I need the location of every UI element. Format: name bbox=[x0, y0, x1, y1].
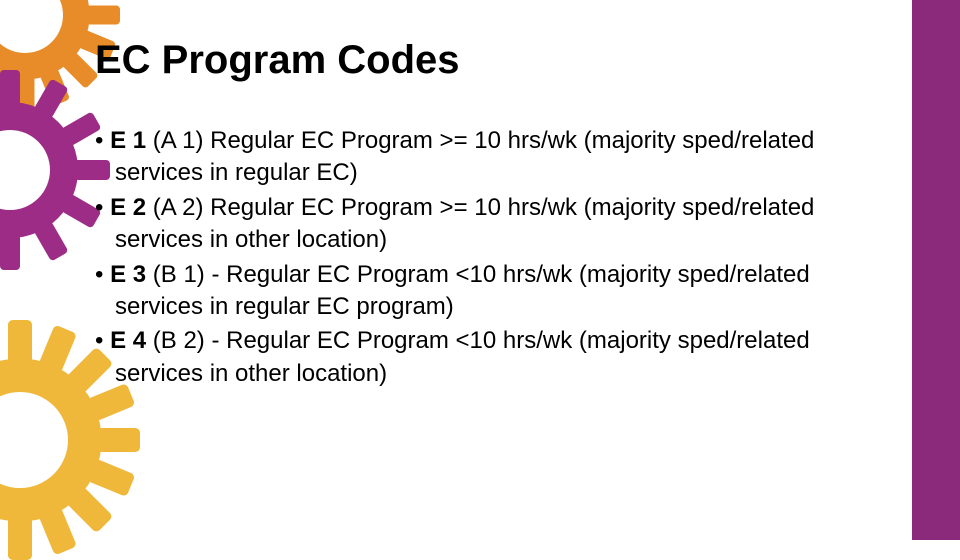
bullet-text: (B 2) - Regular EC Program <10 hrs/wk (m… bbox=[115, 327, 810, 386]
slide-content: EC Program Codes • E 1 (A 1) Regular EC … bbox=[95, 38, 855, 392]
gear-purple-icon bbox=[0, 70, 110, 270]
bullet-item: • E 3 (B 1) - Regular EC Program <10 hrs… bbox=[95, 259, 855, 324]
bullet-code: E 4 bbox=[110, 327, 146, 354]
bullet-item: • E 4 (B 2) - Regular EC Program <10 hrs… bbox=[95, 325, 855, 390]
bullet-text: (B 1) - Regular EC Program <10 hrs/wk (m… bbox=[115, 261, 810, 320]
bullet-text: (A 1) Regular EC Program >= 10 hrs/wk (m… bbox=[115, 127, 814, 186]
bullet-dot: • bbox=[95, 194, 110, 221]
bullet-text: (A 2) Regular EC Program >= 10 hrs/wk (m… bbox=[115, 194, 814, 253]
bullet-code: E 1 bbox=[110, 127, 146, 154]
bullet-item: • E 2 (A 2) Regular EC Program >= 10 hrs… bbox=[95, 192, 855, 257]
bullet-dot: • bbox=[95, 127, 110, 154]
bullet-code: E 3 bbox=[110, 261, 146, 288]
bullet-list: • E 1 (A 1) Regular EC Program >= 10 hrs… bbox=[95, 125, 855, 390]
bullet-dot: • bbox=[95, 327, 110, 354]
bullet-code: E 2 bbox=[110, 194, 146, 221]
sidebar-accent bbox=[912, 0, 960, 540]
bullet-item: • E 1 (A 1) Regular EC Program >= 10 hrs… bbox=[95, 125, 855, 190]
bullet-dot: • bbox=[95, 261, 110, 288]
page-title: EC Program Codes bbox=[95, 38, 855, 83]
